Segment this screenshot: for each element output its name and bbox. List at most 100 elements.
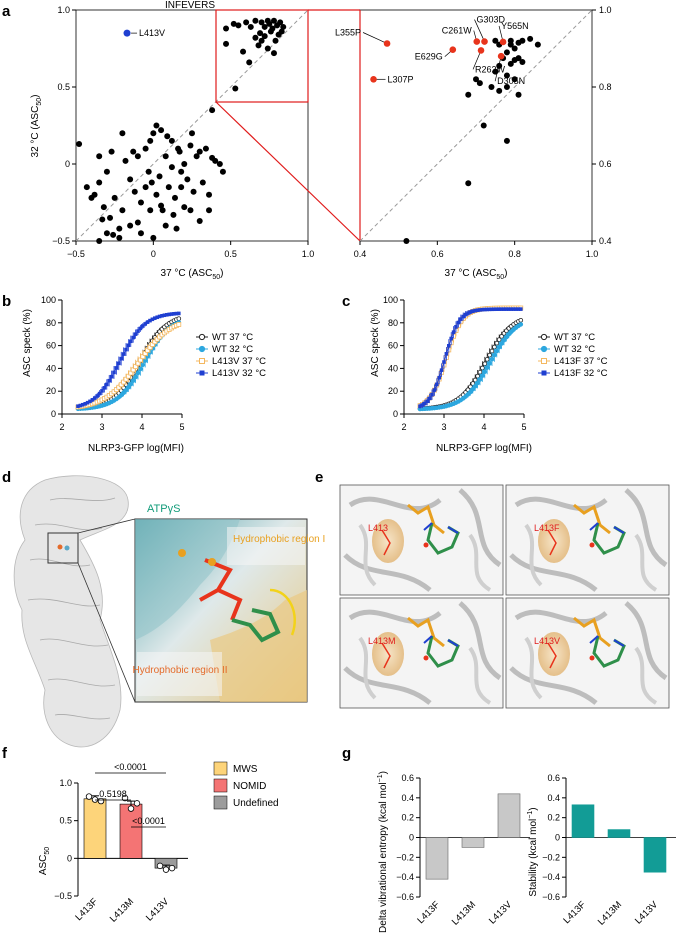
a-left-xtick-label: −0.5 bbox=[67, 249, 85, 259]
f-bar-L413M bbox=[119, 803, 143, 859]
a-right-point bbox=[503, 84, 510, 90]
b-point bbox=[88, 399, 92, 404]
c-ytick-label: 0 bbox=[393, 409, 398, 419]
a-left-title: INFEVERS bbox=[165, 0, 215, 11]
c-point bbox=[463, 312, 468, 317]
c-legend-marker bbox=[541, 358, 547, 364]
a-right-ytick-label: 0.8 bbox=[599, 82, 612, 92]
b-point bbox=[169, 312, 174, 316]
a-left-point bbox=[277, 19, 284, 26]
a-left-point bbox=[235, 22, 242, 29]
e-ligand-n bbox=[423, 522, 459, 534]
e-ribbon bbox=[524, 523, 658, 592]
c-point bbox=[472, 383, 478, 389]
d-ligand-label: ATPγS bbox=[147, 503, 180, 515]
a-left-point bbox=[243, 19, 250, 26]
b-ytick-label: 0 bbox=[51, 409, 56, 419]
c-point bbox=[518, 317, 524, 323]
c-point bbox=[499, 307, 504, 311]
e-tile: L413 bbox=[339, 484, 504, 596]
a-right-point bbox=[476, 80, 483, 87]
a-right-red-label: D305N bbox=[497, 76, 525, 86]
a-left-point bbox=[181, 204, 188, 211]
a-right-red-point bbox=[383, 40, 391, 47]
a-left-point bbox=[150, 130, 157, 137]
panel-letter-g: g bbox=[342, 745, 351, 762]
e-ribbon bbox=[343, 601, 502, 705]
c-point bbox=[483, 307, 487, 312]
a-right-point bbox=[507, 41, 514, 48]
a-left-point bbox=[119, 130, 126, 137]
b-point bbox=[119, 356, 123, 361]
panel-letter-d: d bbox=[2, 469, 11, 486]
a-left-point bbox=[269, 25, 276, 32]
g-left-ytick-label: 0.6 bbox=[401, 773, 414, 783]
b-point bbox=[100, 389, 104, 393]
c-point bbox=[475, 380, 480, 386]
c-point bbox=[504, 334, 509, 340]
b-xtick-label: 4 bbox=[139, 422, 144, 432]
d-region2-label: Hydrophobic region II bbox=[132, 665, 227, 676]
c-point bbox=[451, 330, 456, 334]
e-ligand-o bbox=[589, 655, 595, 661]
a-left-point bbox=[96, 153, 103, 160]
c-point bbox=[439, 368, 444, 372]
a-right-point bbox=[496, 87, 503, 94]
e-residue-sticks bbox=[381, 642, 391, 669]
d-zoom-source-box bbox=[47, 532, 79, 564]
c-point bbox=[478, 308, 482, 312]
b-point bbox=[109, 374, 114, 379]
b-ytick-label: 60 bbox=[46, 341, 56, 351]
a-left-point bbox=[111, 194, 118, 201]
c-point bbox=[492, 344, 497, 350]
a-left-point bbox=[270, 50, 277, 57]
e-label: L413F bbox=[534, 523, 560, 533]
g-left-bar-L413M bbox=[461, 837, 485, 848]
a-left-point bbox=[116, 225, 123, 232]
a-right-point bbox=[519, 58, 526, 65]
f-pvalue: 0.5198 bbox=[99, 789, 127, 799]
a-left-point bbox=[187, 207, 194, 214]
b-point bbox=[78, 403, 83, 408]
b-point bbox=[153, 316, 157, 320]
b-legend-label: WT 37 °C bbox=[212, 332, 253, 343]
e-ligand-phosphate bbox=[407, 616, 445, 648]
b-point bbox=[137, 357, 143, 363]
c-point bbox=[499, 341, 504, 346]
e-tile: L413F bbox=[505, 484, 670, 596]
b-point bbox=[126, 373, 131, 379]
a-left-point bbox=[76, 140, 83, 147]
g-left-bar-L413F bbox=[425, 837, 449, 880]
c-point bbox=[518, 322, 524, 327]
g-left-category-label: L413V bbox=[487, 899, 515, 927]
a-right-point bbox=[511, 45, 518, 52]
e-ribbon bbox=[358, 636, 492, 705]
a-left-point bbox=[261, 23, 268, 30]
c-point bbox=[480, 365, 485, 371]
b-point bbox=[150, 317, 155, 322]
a-right-xtick-label: 0.6 bbox=[431, 249, 444, 259]
a-left-point bbox=[252, 34, 259, 41]
a-right-point bbox=[492, 37, 499, 44]
b-point bbox=[124, 347, 128, 352]
a-left-point bbox=[83, 184, 90, 191]
b-point bbox=[136, 329, 140, 333]
f-ytick-label: −0.5 bbox=[54, 891, 72, 901]
e-label: L413M bbox=[368, 636, 396, 646]
e-ribbon bbox=[509, 488, 668, 592]
f-replicate-point bbox=[168, 864, 176, 872]
a-left-point bbox=[162, 153, 169, 160]
f-replicate-point bbox=[85, 793, 93, 800]
a-left-point bbox=[272, 37, 279, 44]
b-point bbox=[160, 313, 164, 318]
c-point bbox=[477, 369, 483, 375]
b-point bbox=[130, 367, 136, 373]
a-right-red-point bbox=[499, 38, 507, 46]
g-left-category-label: L413F bbox=[415, 899, 442, 926]
a-left-point bbox=[131, 188, 138, 195]
b-point bbox=[133, 332, 138, 336]
c-point bbox=[437, 375, 441, 380]
a-left-ytick-label: −0.5 bbox=[52, 236, 70, 246]
c-ytick-label: 40 bbox=[388, 363, 398, 373]
g-right-ytick-label: 0 bbox=[555, 833, 560, 843]
